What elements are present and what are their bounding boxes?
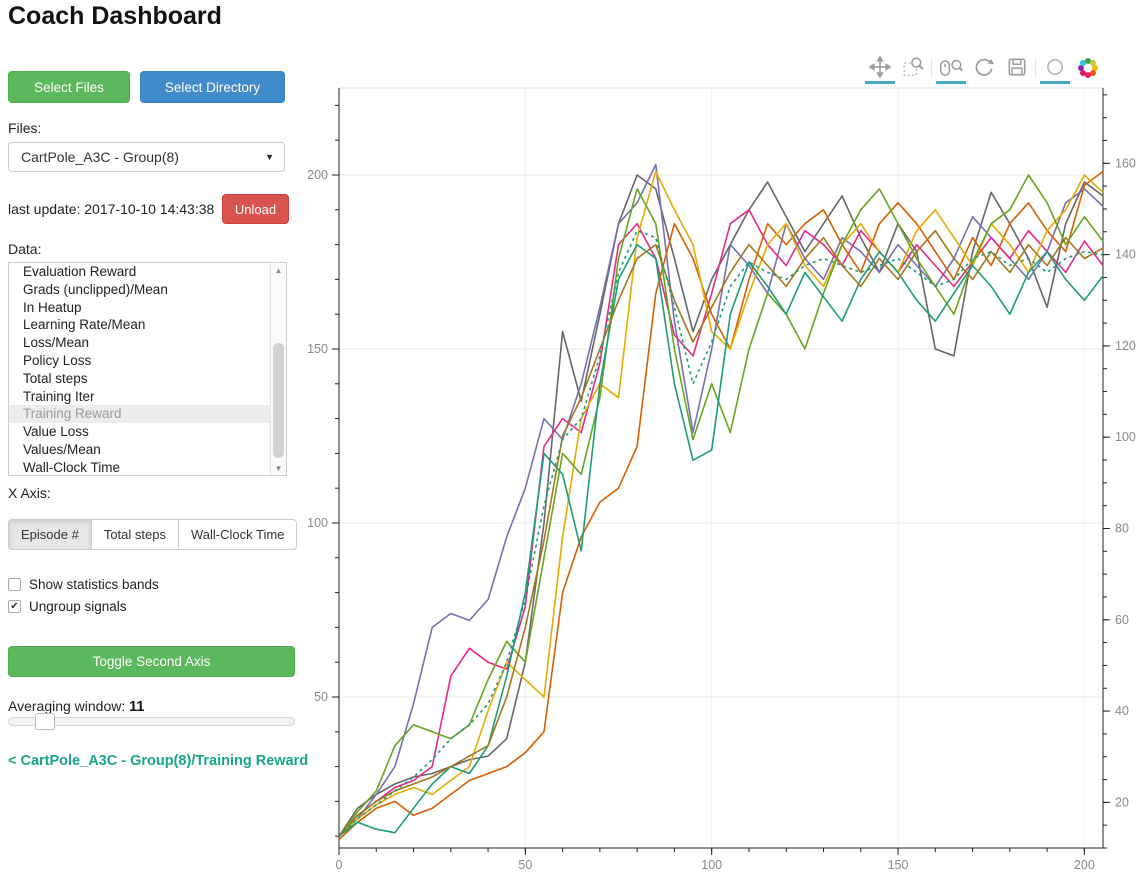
- series-worker-3: [338, 170, 1104, 841]
- svg-text:40: 40: [1115, 704, 1129, 718]
- checkbox-label: Show statistics bands: [29, 577, 159, 592]
- list-item[interactable]: Grads (unclipped)/Mean: [23, 281, 168, 297]
- data-signal-list: Evaluation Reward Grads (unclipped)/Mean I…: [8, 262, 287, 476]
- chevron-down-icon: ▼: [265, 152, 274, 162]
- last-update-text: last update: 2017-10-10 14:43:38: [8, 201, 215, 217]
- scroll-down-icon[interactable]: ▼: [274, 463, 283, 473]
- x-axis-option-total-steps[interactable]: Total steps: [90, 519, 179, 550]
- svg-text:150: 150: [307, 342, 328, 356]
- list-item[interactable]: In Heatup: [23, 299, 82, 315]
- x-axis-option-episode-[interactable]: Episode #: [8, 519, 92, 550]
- toggle-second-axis-button[interactable]: Toggle Second Axis: [8, 646, 295, 677]
- breadcrumb[interactable]: < CartPole_A3C - Group(8)/Training Rewar…: [8, 753, 309, 769]
- toolbar-separator: [1035, 58, 1036, 78]
- data-signal-items: Evaluation Reward Grads (unclipped)/Mean I…: [9, 263, 286, 475]
- hover-icon[interactable]: [1038, 56, 1071, 84]
- wheel-zoom-icon[interactable]: [934, 56, 967, 84]
- svg-text:200: 200: [307, 168, 328, 182]
- svg-text:160: 160: [1115, 156, 1136, 170]
- page-title: Coach Dashboard: [8, 2, 222, 30]
- series-worker-6: [338, 243, 1104, 837]
- files-select-value: CartPole_A3C - Group(8): [21, 149, 179, 165]
- svg-text:100: 100: [701, 858, 722, 872]
- list-item[interactable]: Values/Mean: [23, 441, 101, 457]
- series-worker-4: [338, 170, 1104, 837]
- checkbox-checked-icon[interactable]: ✔: [8, 600, 21, 613]
- checkbox-ungroup-signals[interactable]: ✔ Ungroup signals: [8, 599, 127, 614]
- svg-text:80: 80: [1115, 521, 1129, 535]
- checkbox-unchecked-icon[interactable]: [8, 578, 21, 591]
- averaging-window-row: Averaging window: 11: [8, 698, 145, 715]
- averaging-window-label: Averaging window:: [8, 698, 126, 714]
- list-item[interactable]: Total steps: [23, 370, 88, 386]
- list-item[interactable]: Policy Loss: [23, 352, 92, 368]
- list-item[interactable]: Value Loss: [23, 424, 89, 440]
- averaging-window-value: 11: [129, 699, 145, 715]
- data-list-scrollbar[interactable]: ▲ ▼: [270, 263, 286, 475]
- svg-text:100: 100: [1115, 430, 1136, 444]
- svg-text:60: 60: [1115, 613, 1129, 627]
- svg-text:0: 0: [336, 858, 343, 872]
- toolbar-separator: [931, 58, 932, 78]
- svg-text:150: 150: [888, 858, 909, 872]
- list-item[interactable]: Training Iter: [23, 388, 95, 404]
- checkbox-label: Ungroup signals: [29, 599, 127, 614]
- pan-icon[interactable]: [863, 56, 896, 84]
- bokeh-logo-icon[interactable]: [1071, 56, 1104, 86]
- svg-text:20: 20: [1115, 795, 1129, 809]
- series-group-mean: [338, 229, 1104, 837]
- x-axis-option-wall-clock-time[interactable]: Wall-Clock Time: [177, 519, 298, 550]
- checkbox-show-statistics-bands[interactable]: Show statistics bands: [8, 577, 159, 592]
- select-files-button[interactable]: Select Files: [8, 71, 130, 103]
- data-label: Data:: [8, 241, 42, 257]
- x-axis-label: X Axis:: [8, 485, 51, 501]
- svg-text:50: 50: [518, 858, 532, 872]
- averaging-window-slider[interactable]: [8, 713, 295, 730]
- list-item[interactable]: Learning Rate/Mean: [23, 317, 146, 333]
- files-select[interactable]: CartPole_A3C - Group(8) ▼: [8, 142, 285, 172]
- series-worker-1: [338, 163, 1104, 837]
- svg-text:50: 50: [314, 690, 328, 704]
- list-item[interactable]: Evaluation Reward: [23, 264, 137, 279]
- save-icon[interactable]: [1000, 56, 1033, 84]
- unload-button[interactable]: Unload: [222, 194, 289, 224]
- x-axis-segmented-control: Episode # Total steps Wall-Clock Time: [8, 519, 298, 550]
- svg-text:120: 120: [1115, 339, 1136, 353]
- select-directory-button[interactable]: Select Directory: [140, 71, 285, 103]
- list-item[interactable]: Loss/Mean: [23, 335, 90, 351]
- svg-text:200: 200: [1074, 858, 1095, 872]
- scroll-up-icon[interactable]: ▲: [274, 265, 283, 275]
- svg-text:100: 100: [307, 516, 328, 530]
- training-reward-chart[interactable]: 50 100 150 200 20 40 60 80 100 120 140 160 0 50 100 150…: [300, 50, 1142, 881]
- slider-handle[interactable]: [35, 713, 55, 730]
- svg-text:140: 140: [1115, 248, 1136, 262]
- bokeh-toolbar: [863, 56, 1104, 86]
- files-label: Files:: [8, 120, 42, 136]
- list-item[interactable]: Training Reward: [9, 405, 270, 424]
- series-worker-5: [338, 174, 1104, 837]
- series-worker-7: [338, 229, 1104, 837]
- box-zoom-icon[interactable]: [896, 56, 929, 84]
- list-item[interactable]: Wall-Clock Time: [23, 459, 121, 475]
- scrollbar-thumb[interactable]: [273, 343, 284, 458]
- reset-icon[interactable]: [967, 56, 1000, 84]
